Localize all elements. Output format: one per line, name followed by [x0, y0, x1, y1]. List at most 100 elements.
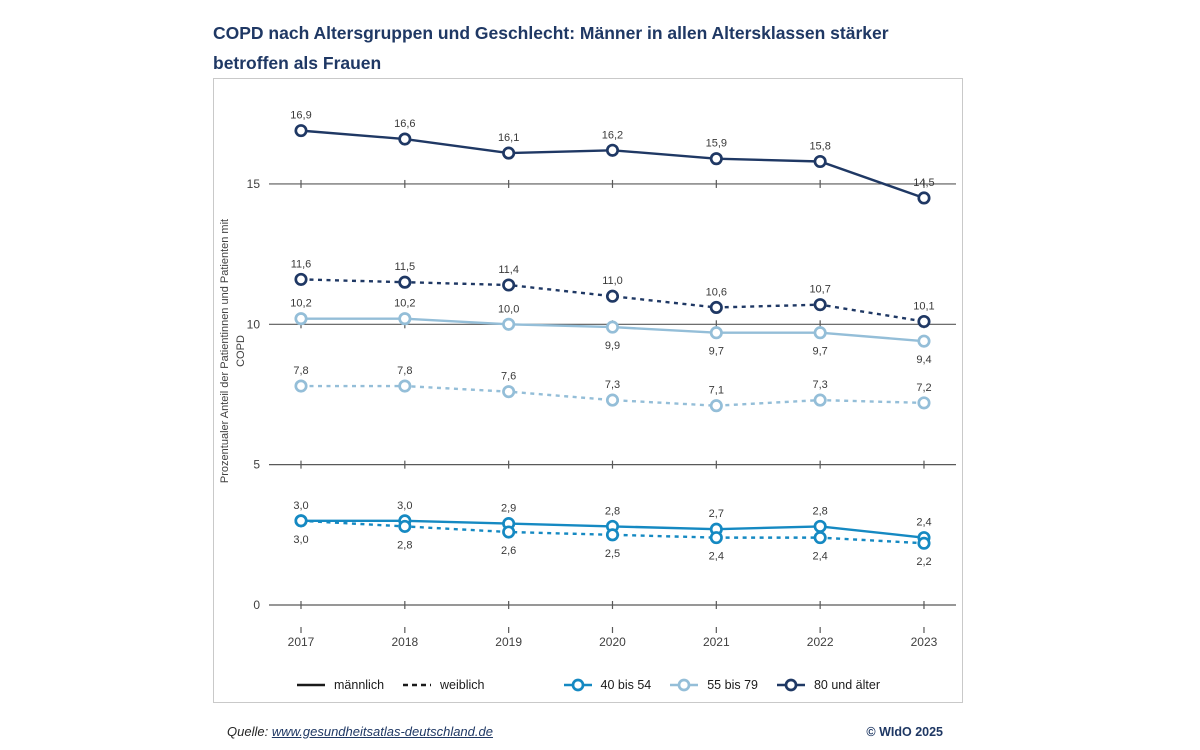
- data-point-label: 11,4: [498, 264, 519, 276]
- data-point-label: 3,0: [293, 500, 308, 512]
- chart-panel: 0 5 10 15 2017 2018 2019 2020 2021 2022 2023 Prozen…: [213, 78, 963, 703]
- data-point-label: 2,5: [605, 548, 620, 560]
- data-point-label: 10,2: [394, 298, 415, 310]
- y-axis-tick-label: 0: [253, 598, 260, 612]
- data-point-label: 9,7: [709, 346, 724, 358]
- y-axis-tick-label: 15: [247, 177, 261, 191]
- data-point-marker: [605, 320, 620, 334]
- legend-item-age-group: 55 bis 79: [669, 677, 758, 693]
- data-point-label: 10,1: [913, 300, 934, 312]
- x-axis-label: 2019: [495, 635, 522, 649]
- y-axis-tick-label: 5: [253, 458, 260, 472]
- data-point-label: 3,0: [397, 500, 412, 512]
- legend-label: 80 und älter: [813, 678, 880, 692]
- legend-item-maennlich: männlich: [296, 678, 384, 692]
- data-point-marker: [709, 531, 723, 545]
- y-axis-tick-label: 10: [247, 317, 261, 331]
- data-point-label: 16,1: [498, 132, 519, 144]
- data-point-marker: [709, 300, 723, 315]
- data-point-marker: [398, 312, 412, 326]
- data-point-marker: [502, 146, 516, 160]
- data-point-label: 10,2: [290, 298, 311, 310]
- data-point-label: 10,0: [498, 303, 519, 315]
- data-point-label: 2,9: [501, 503, 516, 515]
- legend-item-age-group: 40 bis 54: [563, 677, 652, 693]
- data-point-label: 7,2: [916, 382, 931, 394]
- data-point-label: 7,3: [605, 379, 620, 391]
- x-axis-label: 2017: [288, 635, 315, 649]
- x-axis-label: 2023: [911, 635, 938, 649]
- data-point-marker: [294, 514, 308, 528]
- data-point-marker: [605, 143, 620, 157]
- ring-marker-icon: [670, 678, 699, 692]
- chart-plot-area: 0 5 10 15 2017 2018 2019 2020 2021 2022 2023 Prozen…: [219, 110, 956, 649]
- data-point-marker: [398, 132, 412, 146]
- data-point-label: 11,0: [602, 275, 623, 287]
- chart-title-line2: betroffen als Frauen: [213, 53, 382, 73]
- data-point-marker: [813, 298, 827, 312]
- y-axis-title-line1: Prozentualer Anteil der Patientinnen und…: [219, 219, 231, 483]
- data-point-label: 14,5: [913, 177, 934, 189]
- data-point-label: 16,2: [602, 129, 623, 141]
- data-point-marker: [917, 396, 931, 410]
- data-point-label: 2,8: [813, 505, 828, 517]
- data-point-marker: [294, 124, 308, 138]
- source-label: Quelle:: [227, 724, 269, 739]
- legend-label: 40 bis 54: [600, 678, 652, 692]
- data-point-marker: [917, 314, 931, 329]
- data-point-marker: [605, 289, 620, 303]
- source-line: Quelle: www.gesundheitsatlas-deutschland…: [213, 724, 493, 739]
- data-point-label: 10,6: [706, 286, 727, 298]
- data-point-marker: [398, 519, 412, 533]
- data-point-marker: [605, 393, 620, 407]
- legend-label: weiblich: [440, 678, 485, 692]
- data-point-marker: [917, 191, 931, 205]
- data-point-marker: [917, 334, 931, 348]
- data-point-marker: [709, 326, 723, 340]
- legend-item-age-group: 80 und älter: [776, 677, 880, 693]
- data-point-label: 9,7: [813, 346, 828, 358]
- data-point-marker: [502, 385, 516, 399]
- data-point-label: 7,3: [813, 379, 828, 391]
- data-point-label: 16,9: [290, 110, 311, 122]
- data-point-label: 7,8: [397, 365, 412, 377]
- data-point-label: 3,0: [293, 534, 308, 546]
- dashed-line-icon: [403, 683, 432, 687]
- ring-marker-icon: [563, 678, 592, 692]
- data-point-marker: [294, 379, 308, 393]
- data-point-label: 10,7: [809, 284, 830, 296]
- copyright: © WIdO 2025: [866, 725, 943, 739]
- data-point-marker: [502, 317, 516, 331]
- data-point-marker: [502, 525, 516, 539]
- source-link[interactable]: www.gesundheitsatlas-deutschland.de: [271, 724, 493, 739]
- data-point-label: 2,6: [501, 545, 516, 557]
- chart-legend: männlich weiblich 40 bis 54 55 bis 79 80 und…: [214, 669, 962, 701]
- data-point-label: 2,7: [709, 508, 724, 520]
- data-point-label: 2,4: [916, 517, 931, 529]
- x-axis-label: 2020: [599, 635, 626, 649]
- data-point-marker: [813, 154, 827, 169]
- x-axis-label: 2021: [703, 635, 730, 649]
- data-point-label: 7,8: [293, 365, 308, 377]
- data-point-marker: [813, 531, 827, 545]
- data-point-label: 11,6: [291, 258, 312, 270]
- data-point-label: 2,4: [709, 551, 724, 563]
- x-axis-label: 2018: [391, 635, 418, 649]
- data-point-marker: [398, 275, 412, 289]
- data-point-label: 15,8: [809, 140, 830, 152]
- data-point-marker: [813, 393, 827, 407]
- data-point-marker: [294, 312, 308, 326]
- data-point-label: 9,9: [605, 340, 620, 352]
- chart-title-line1: COPD nach Altersgruppen und Geschlecht: …: [213, 23, 889, 43]
- data-point-marker: [398, 379, 412, 393]
- data-point-marker: [709, 152, 723, 166]
- data-point-marker: [813, 519, 827, 533]
- data-point-label: 15,9: [706, 138, 727, 150]
- data-point-marker: [709, 399, 723, 413]
- data-point-label: 2,4: [813, 551, 828, 563]
- data-point-marker: [605, 528, 620, 542]
- legend-label: 55 bis 79: [707, 678, 758, 692]
- data-point-label: 7,6: [501, 371, 516, 383]
- legend-label: männlich: [334, 678, 385, 692]
- solid-line-icon: [297, 683, 325, 687]
